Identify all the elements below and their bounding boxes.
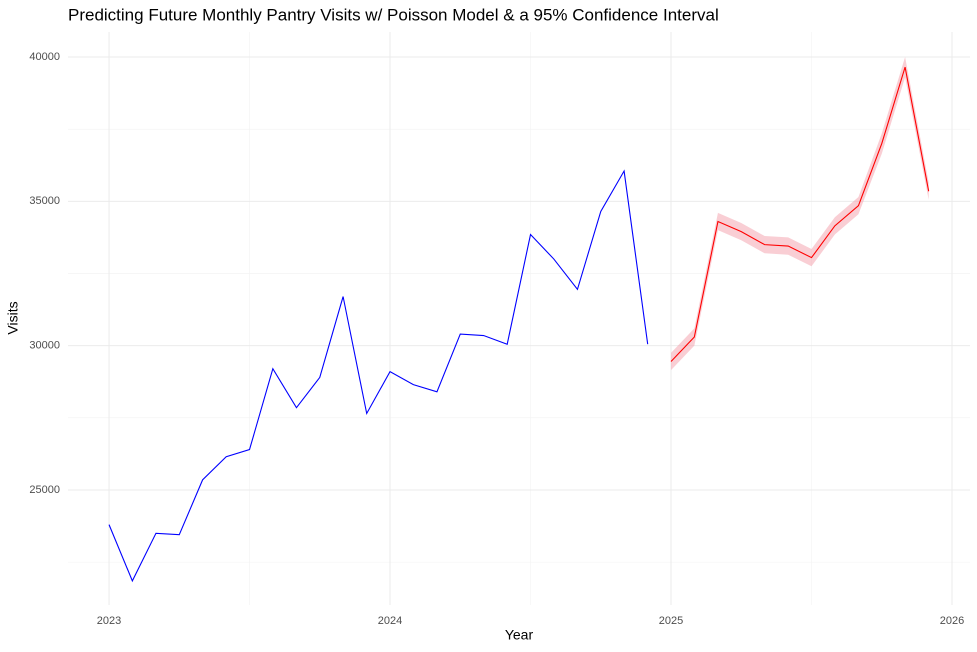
y-tick-label: 25000 xyxy=(29,484,60,496)
x-tick-label: 2023 xyxy=(97,615,121,627)
x-axis-title: Year xyxy=(505,627,534,643)
y-tick-label: 30000 xyxy=(29,340,60,352)
y-axis-title: Visits xyxy=(5,301,21,334)
y-tick-label: 40000 xyxy=(29,51,60,63)
chart-title: Predicting Future Monthly Pantry Visits … xyxy=(68,5,719,24)
x-tick-label: 2024 xyxy=(378,615,402,627)
y-tick-label: 35000 xyxy=(29,195,60,207)
x-tick-label: 2025 xyxy=(659,615,683,627)
data-line xyxy=(670,66,930,362)
confidence-band xyxy=(671,56,929,371)
x-tick-label: 2026 xyxy=(940,615,964,627)
data-line xyxy=(108,169,649,583)
